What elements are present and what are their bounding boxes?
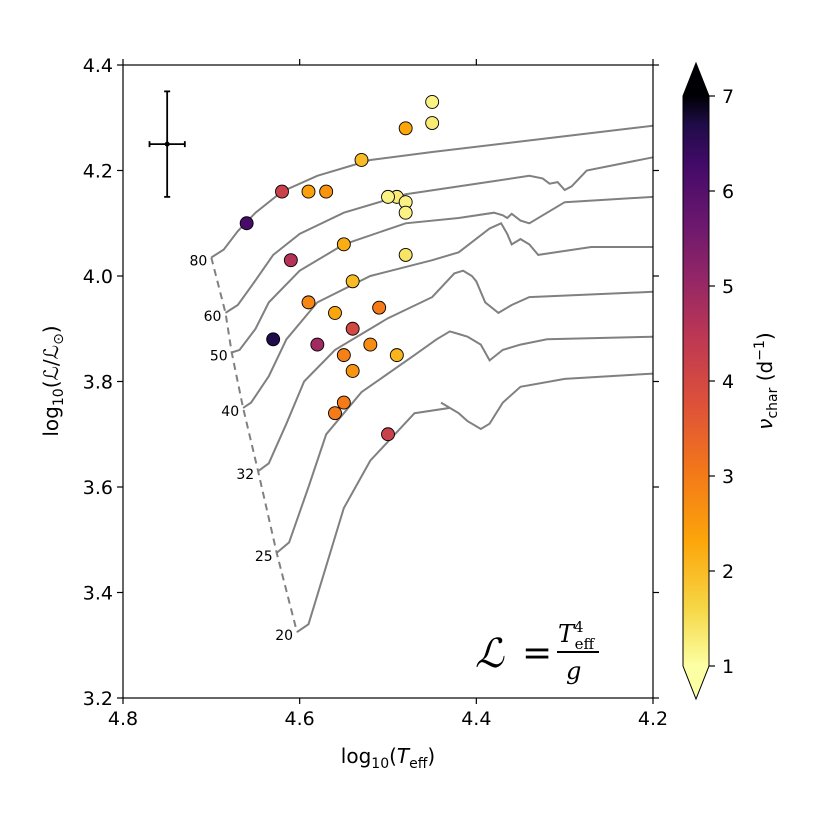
data-point-21	[363, 337, 378, 352]
data-point-25	[266, 332, 281, 347]
track-label-80: 80	[190, 254, 208, 270]
track-label-32: 32	[236, 467, 254, 483]
track-label-60: 60	[204, 309, 222, 325]
x-axis-label: log10(Teff)	[341, 744, 435, 772]
colorbar-tick-label: 7	[722, 86, 734, 108]
data-point-22	[389, 348, 404, 363]
colorbar-tick-label: 4	[722, 371, 734, 393]
error-bar-center	[164, 141, 170, 147]
y-tick-label: 3.2	[83, 688, 113, 710]
y-tick-label: 4.0	[83, 266, 113, 288]
track-32	[257, 269, 654, 473]
data-point-11	[345, 274, 360, 289]
track-50	[231, 195, 654, 354]
x-tick-label: 4.4	[461, 708, 491, 730]
formula-numerator: T4 eff	[558, 618, 595, 653]
y-tick-label: 3.6	[83, 477, 113, 499]
axis-ticks: 4.8 4.6 4.4 4.2 3.2 3.4 3.6 3.8 4.0 4.2 4.4	[83, 55, 668, 730]
track-label-50: 50	[210, 348, 228, 364]
y-tick-label: 4.2	[83, 161, 113, 183]
formula-lhs: ℒ	[475, 631, 505, 677]
data-point-10	[336, 237, 351, 252]
colorbar-tick-label: 2	[722, 561, 734, 583]
y-tick-label: 4.4	[83, 55, 113, 77]
formula-equals: =	[522, 633, 552, 674]
track-60	[224, 156, 654, 314]
track-20	[296, 372, 654, 633]
data-points	[239, 94, 440, 442]
colorbar-label: νchar (d−1)	[752, 332, 781, 429]
colorbar-tick-label: 1	[722, 656, 734, 678]
data-point-17	[301, 295, 316, 310]
data-point-3	[398, 121, 413, 136]
colorbar-tick-label: 6	[722, 181, 734, 203]
data-point-1	[425, 94, 440, 109]
data-point-6	[381, 189, 395, 204]
data-point-13	[319, 184, 334, 199]
data-point-4	[354, 152, 369, 167]
data-point-16	[283, 253, 298, 268]
x-tick-label: 4.2	[638, 708, 668, 730]
plot-frame	[122, 64, 654, 699]
track-40	[242, 222, 653, 409]
colorbar-extend-bottom	[683, 666, 709, 699]
data-point-8	[398, 205, 413, 220]
track-80	[210, 124, 654, 259]
luminosity-formula: ℒ = T4 eff g	[475, 618, 599, 685]
colorbar: 1 2 3 4 5 6 7 νchar (d−1)	[682, 61, 781, 701]
data-point-9	[398, 247, 413, 262]
track-25	[276, 330, 654, 554]
data-point-29	[381, 427, 395, 442]
error-bar	[148, 90, 186, 198]
data-point-15	[239, 216, 254, 231]
track-label-25: 25	[255, 549, 273, 565]
track-label-20: 20	[275, 628, 293, 644]
data-point-18	[328, 305, 342, 320]
data-point-19	[372, 300, 387, 315]
track-label-40: 40	[221, 404, 239, 420]
colorbar-tick-label: 5	[722, 276, 734, 298]
data-point-23	[336, 348, 351, 363]
colorbar-ticks: 1 2 3 4 5 6 7	[709, 86, 734, 678]
y-tick-label: 3.4	[83, 583, 113, 605]
zams-dashed-line	[210, 257, 298, 633]
data-point-24	[345, 364, 360, 378]
evolutionary-tracks	[210, 124, 654, 633]
x-tick-label: 4.6	[285, 708, 315, 730]
data-point-14	[275, 184, 289, 199]
data-point-28	[328, 406, 342, 421]
x-tick-label: 4.8	[108, 708, 138, 730]
formula-denominator: g	[566, 657, 581, 685]
y-axis-label: log10(ℒ/ℒ⊙)	[39, 325, 67, 436]
data-point-27	[336, 395, 351, 410]
y-tick-label: 3.8	[83, 372, 113, 394]
colorbar-gradient	[683, 96, 709, 666]
data-point-12	[301, 184, 316, 199]
data-point-20	[345, 321, 360, 336]
track-mass-labels: 80 60 50 40 32 25 20	[190, 254, 294, 645]
data-point-26	[310, 337, 325, 352]
colorbar-tick-label: 3	[722, 466, 734, 488]
colorbar-extend-top	[683, 63, 709, 96]
data-point-2	[425, 116, 440, 130]
